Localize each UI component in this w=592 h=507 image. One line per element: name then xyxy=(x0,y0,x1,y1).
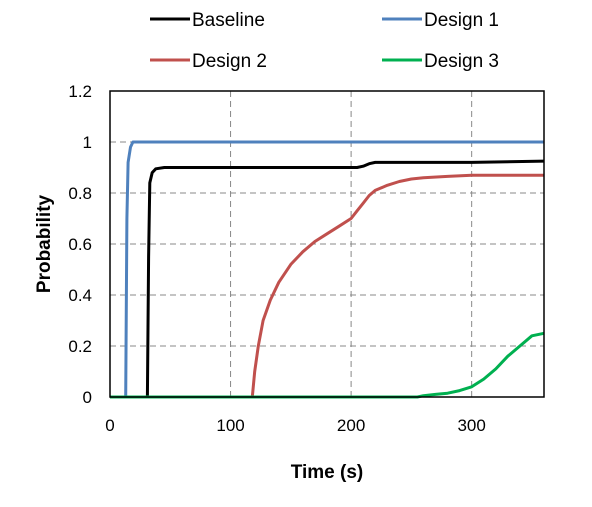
y-tick-label: 1.2 xyxy=(68,82,92,101)
y-tick-label: 0 xyxy=(83,388,92,407)
legend-label: Baseline xyxy=(192,10,265,31)
y-tick-label: 0.8 xyxy=(68,184,92,203)
legend-label: Design 1 xyxy=(424,10,499,31)
y-tick-label: 0.6 xyxy=(68,235,92,254)
y-tick-label: 0.4 xyxy=(68,286,92,305)
x-tick-label: 100 xyxy=(216,416,244,435)
series-line-design-3 xyxy=(110,331,545,399)
grid-lines xyxy=(110,91,544,397)
legend-label: Design 3 xyxy=(424,51,499,72)
y-tick-label: 1 xyxy=(83,133,92,152)
x-tick-label: 200 xyxy=(337,416,365,435)
y-tick-label: 0.2 xyxy=(68,337,92,356)
series-lines xyxy=(110,140,545,399)
x-tick-labels: 0 100 200 300 xyxy=(105,416,486,435)
series-line-design-2 xyxy=(110,173,544,399)
plot-area-border xyxy=(109,90,545,398)
series-line-baseline xyxy=(110,159,545,399)
legend-label: Design 2 xyxy=(192,51,267,72)
y-tick-labels: 0 0.2 0.4 0.6 0.8 1 1.2 xyxy=(68,82,92,407)
x-tick-label: 300 xyxy=(457,416,485,435)
series-line-design-1 xyxy=(110,140,544,399)
x-axis-title: Time (s) xyxy=(291,462,364,483)
y-axis-title: Probability xyxy=(34,194,55,293)
legend: Baseline Design 1 Design 2 Design 3 xyxy=(150,10,499,72)
x-tick-label: 0 xyxy=(105,416,114,435)
